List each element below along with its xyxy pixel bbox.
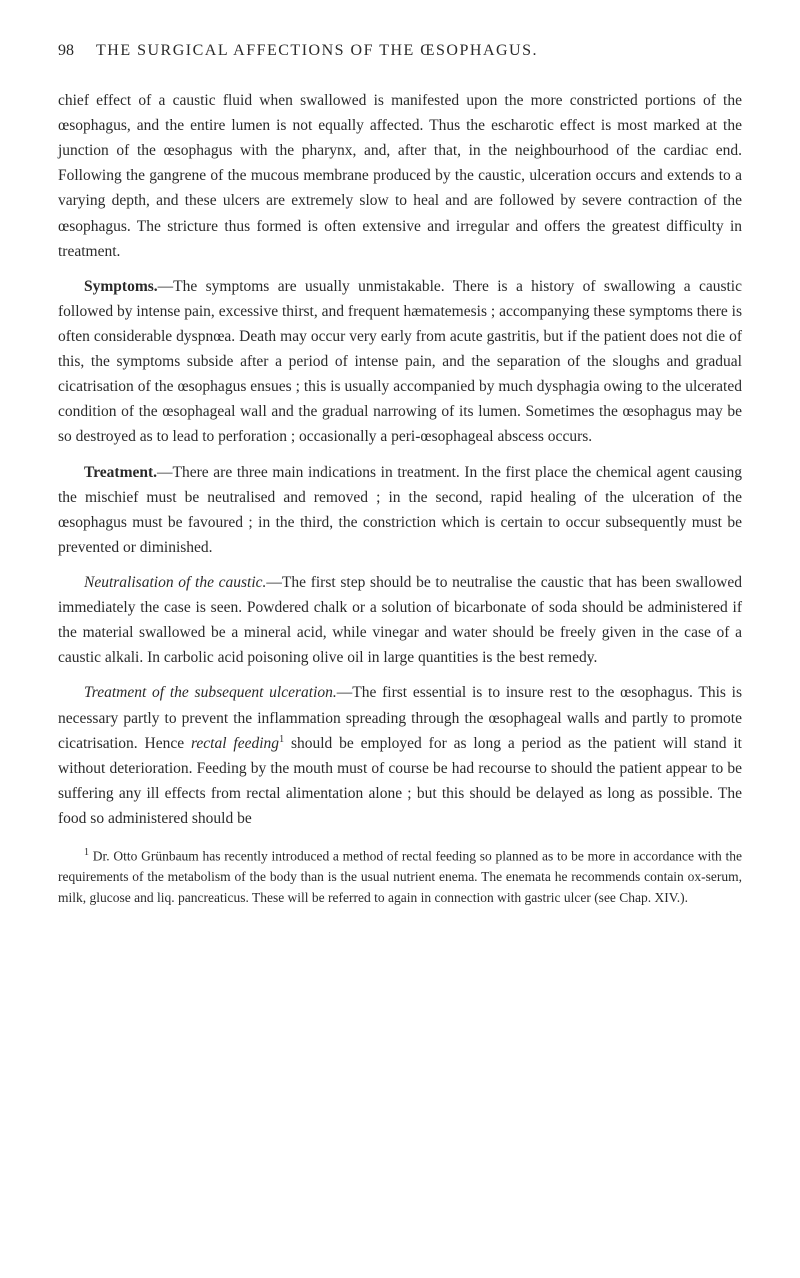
paragraph-intro: chief effect of a caustic fluid when swa… xyxy=(58,88,742,264)
footnote-text: Dr. Otto Grünbaum has recently introduce… xyxy=(58,849,742,906)
treatment-label: Treatment. xyxy=(84,464,157,481)
ulceration-heading: Treatment of the subsequent ulceration. xyxy=(84,684,337,701)
neutralisation-heading: Neutralisation of the caustic. xyxy=(84,574,266,591)
footnote: 1 Dr. Otto Grünbaum has recently introdu… xyxy=(58,845,742,909)
page-header: 98 THE SURGICAL AFFECTIONS OF THE ŒSOPHA… xyxy=(58,42,742,60)
page-number: 98 xyxy=(58,42,74,60)
treatment-body: —There are three main indications in tre… xyxy=(58,464,742,556)
paragraph-treatment: Treatment.—There are three main indicati… xyxy=(58,460,742,560)
paragraph-symptoms: Symptoms.—The symptoms are usually unmis… xyxy=(58,274,742,450)
rectal-feeding-term: rectal feeding xyxy=(191,735,279,752)
symptoms-label: Symptoms. xyxy=(84,278,158,295)
paragraph-ulceration: Treatment of the subsequent ulceration.—… xyxy=(58,680,742,831)
symptoms-body: —The symptoms are usually unmistakable. … xyxy=(58,278,742,446)
paragraph-neutralisation: Neutralisation of the caustic.—The first… xyxy=(58,570,742,670)
page-title: THE SURGICAL AFFECTIONS OF THE ŒSOPHAGUS… xyxy=(96,42,538,60)
